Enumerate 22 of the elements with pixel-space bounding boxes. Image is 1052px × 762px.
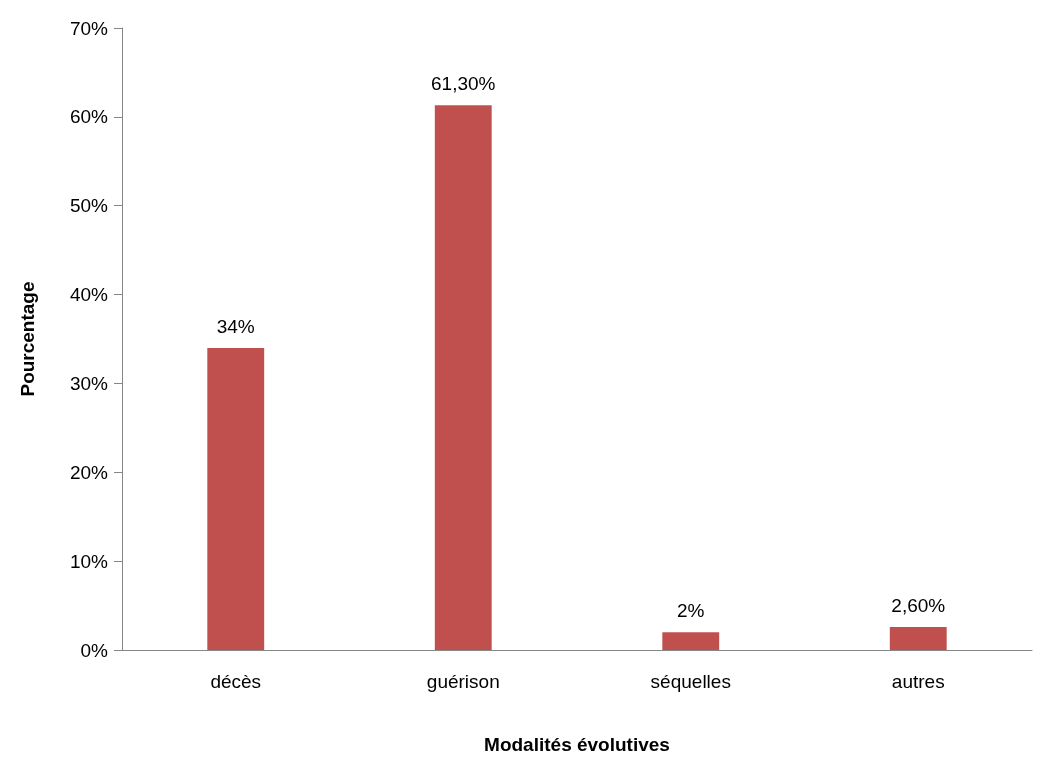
- data-label: 2%: [677, 600, 705, 622]
- y-tick-label: 10%: [69, 550, 109, 572]
- y-tick-label: 20%: [69, 461, 109, 483]
- x-tick-label: décès: [210, 671, 262, 692]
- data-label: 61,30%: [431, 73, 496, 95]
- y-tick-label: 30%: [69, 372, 109, 394]
- y-tick-label: 0%: [80, 639, 109, 661]
- data-label: 2,60%: [891, 594, 946, 616]
- bar: [434, 105, 492, 650]
- x-axis-title: Modalités évolutives: [484, 734, 670, 755]
- bar: [662, 632, 720, 650]
- x-tick-label: guérison: [426, 671, 500, 692]
- y-tick-label: 70%: [69, 17, 109, 39]
- x-tick-label: séquelles: [650, 671, 731, 692]
- y-tick-label: 50%: [69, 195, 109, 217]
- bar: [889, 626, 947, 650]
- y-tick-label: 60%: [69, 106, 109, 128]
- x-tick-label: autres: [891, 671, 945, 692]
- y-tick-label: 40%: [69, 284, 109, 306]
- data-label: 34%: [216, 315, 255, 337]
- bar: [207, 347, 265, 650]
- y-axis-title: Pourcentage: [17, 281, 38, 397]
